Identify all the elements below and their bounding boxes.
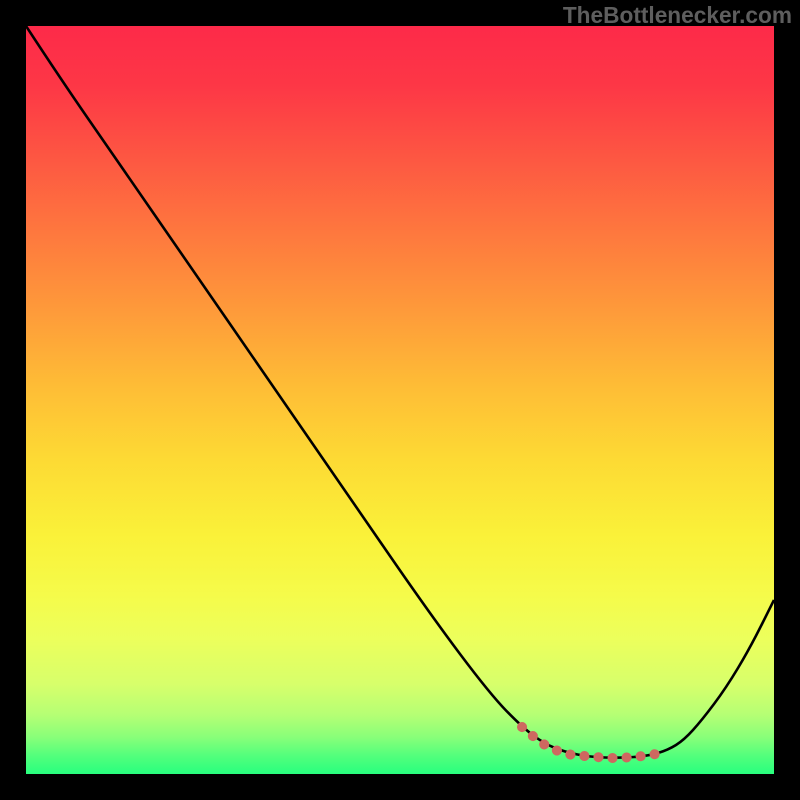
chart-container: TheBottlenecker.com [0,0,800,800]
bottleneck-chart [0,0,800,800]
watermark-text: TheBottlenecker.com [563,2,792,29]
plot-background [26,26,774,774]
